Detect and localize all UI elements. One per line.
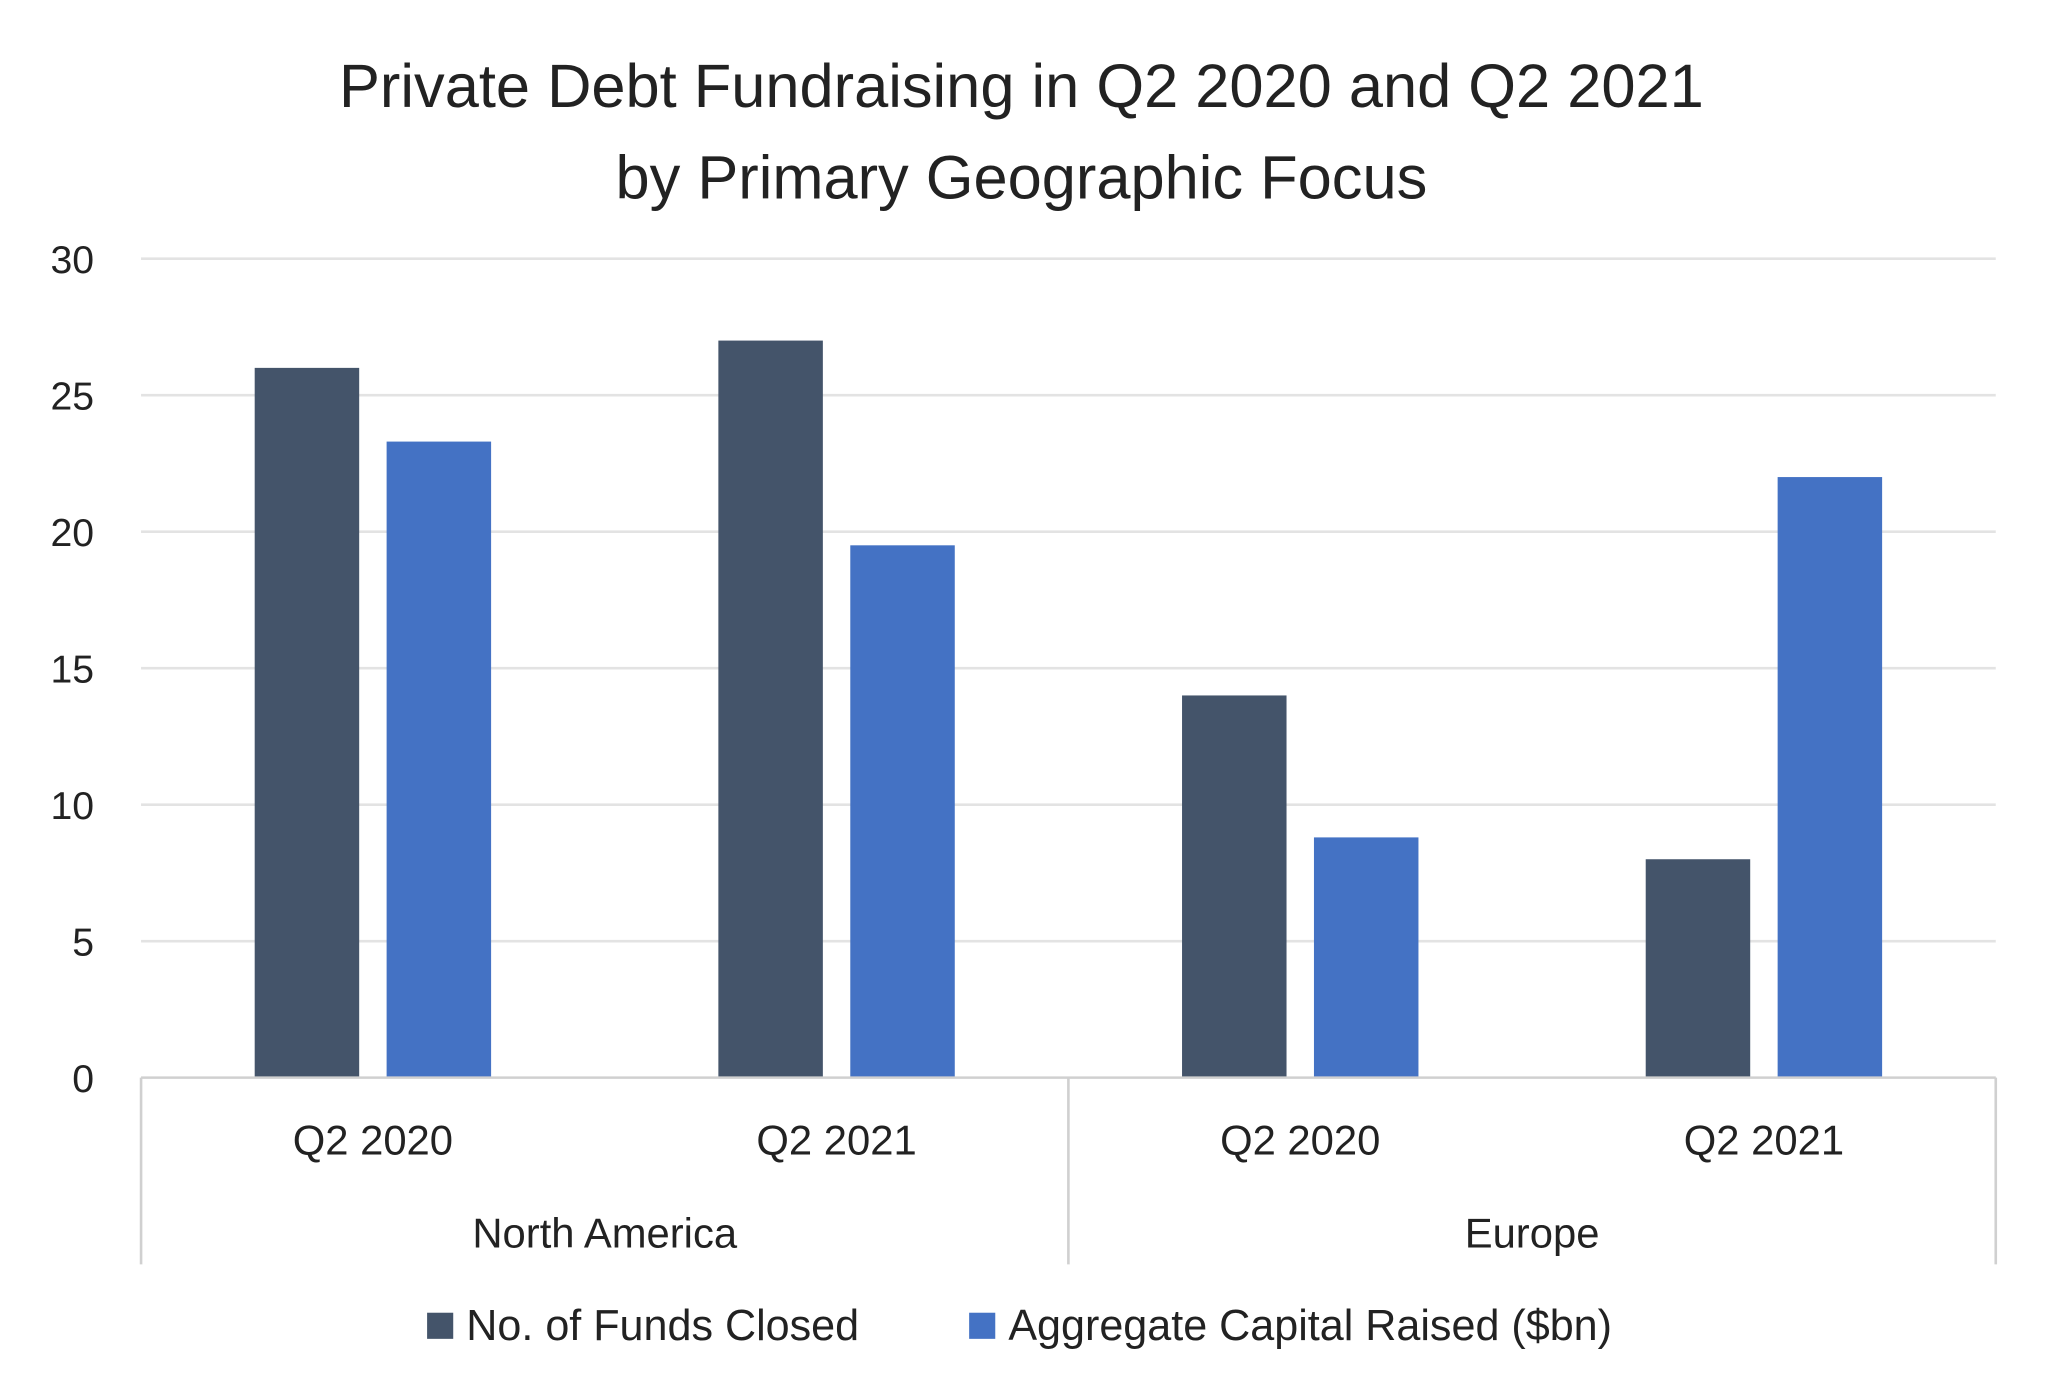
legend-swatch xyxy=(427,1312,454,1339)
bar-funds-closed xyxy=(254,367,360,1078)
legend-swatch xyxy=(969,1312,996,1339)
bar-funds-closed xyxy=(718,340,823,1078)
x-category-label: Q2 2020 xyxy=(293,1117,453,1164)
bar-funds-closed xyxy=(1645,859,1751,1078)
x-category-label: Q2 2021 xyxy=(756,1117,916,1164)
bar-capital-raised xyxy=(1777,477,1883,1078)
x-group-label: Europe xyxy=(1465,1209,1600,1256)
chart-title-line-2: by Primary Geographic Focus xyxy=(615,144,1427,213)
y-tick-label: 30 xyxy=(50,239,94,282)
y-tick-label: 5 xyxy=(72,921,94,964)
y-tick-label: 0 xyxy=(72,1058,94,1101)
x-category-label: Q2 2021 xyxy=(1684,1117,1844,1164)
y-tick-label: 20 xyxy=(50,512,94,555)
y-tick-label: 25 xyxy=(50,376,94,419)
x-category-label: Q2 2020 xyxy=(1220,1117,1380,1164)
bar-capital-raised xyxy=(1313,837,1419,1078)
bar-funds-closed xyxy=(1182,695,1287,1078)
chart-title-line-1: Private Debt Fundraising in Q2 2020 and … xyxy=(339,52,1704,121)
y-tick-label: 15 xyxy=(50,649,94,692)
legend-label: No. of Funds Closed xyxy=(466,1302,859,1350)
legend-label: Aggregate Capital Raised ($bn) xyxy=(1008,1302,1612,1350)
y-tick-label: 10 xyxy=(50,785,94,828)
x-group-label: North America xyxy=(472,1209,737,1256)
bar-capital-raised xyxy=(850,545,955,1078)
bar-capital-raised xyxy=(386,441,492,1078)
